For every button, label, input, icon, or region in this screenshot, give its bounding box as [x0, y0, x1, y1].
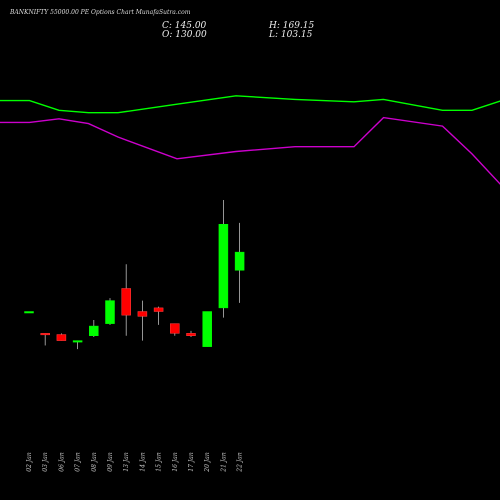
candle-body	[121, 288, 131, 316]
candle-body	[202, 311, 212, 347]
x-tick-label: 07 Jan	[75, 452, 82, 472]
candle-body	[153, 307, 164, 312]
x-tick-label: 03 Jan	[42, 452, 49, 472]
ma-slow-line	[0, 116, 500, 185]
candle-body	[24, 311, 34, 314]
x-tick-label: 17 Jan	[188, 452, 195, 472]
high-value: H: 169.15	[269, 21, 315, 31]
candle-body	[105, 300, 115, 324]
ma-fast-line	[0, 95, 500, 114]
x-tick-label: 15 Jan	[156, 452, 163, 472]
candle-body	[218, 223, 229, 309]
candle-body	[89, 325, 99, 337]
candle-body	[170, 323, 180, 334]
x-tick-label: 13 Jan	[123, 452, 130, 472]
close-value: C: 145.00	[162, 21, 207, 31]
x-tick-label: 02 Jan	[26, 452, 33, 472]
x-tick-label: 22 Jan	[237, 452, 244, 473]
candle-body	[72, 340, 83, 343]
x-tick-label: 20 Jan	[204, 452, 211, 473]
candle-body	[40, 333, 50, 336]
open-value: O: 130.00	[162, 30, 207, 40]
candle-body	[234, 251, 245, 271]
x-tick-label: 16 Jan	[172, 452, 179, 472]
x-tick-label: 21 Jan	[220, 452, 227, 473]
candle-body	[137, 311, 148, 317]
x-tick-label: 06 Jan	[58, 452, 65, 472]
x-tick-label: 08 Jan	[91, 452, 98, 472]
candle-body	[186, 333, 196, 337]
chart-title: BANKNIFTY 55000.00 PE Options Chart Muna…	[10, 9, 191, 16]
low-value: L: 103.15	[269, 30, 313, 40]
candle-body	[56, 334, 67, 341]
x-tick-label: 14 Jan	[139, 452, 146, 472]
x-tick-label: 09 Jan	[107, 452, 114, 472]
